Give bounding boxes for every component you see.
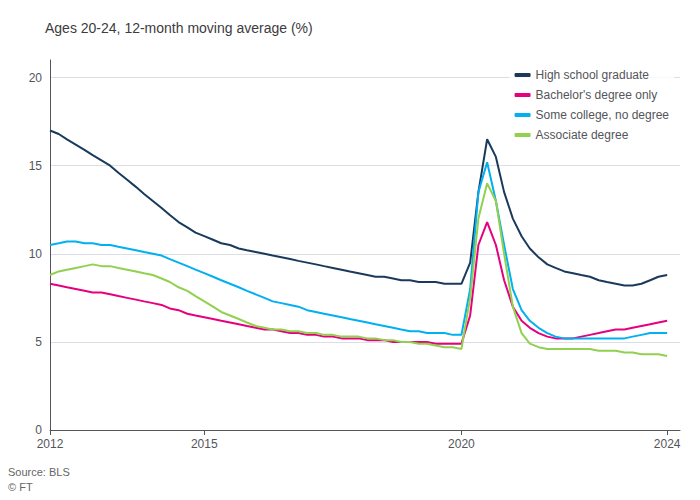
svg-text:Associate degree: Associate degree [536, 128, 629, 142]
svg-text:Source: BLS: Source: BLS [8, 466, 70, 478]
svg-text:5: 5 [35, 335, 42, 349]
svg-text:2012: 2012 [37, 437, 64, 451]
svg-text:0: 0 [35, 423, 42, 437]
svg-text:Some college, no degree: Some college, no degree [536, 108, 670, 122]
svg-text:2015: 2015 [191, 437, 218, 451]
svg-text:20: 20 [29, 71, 43, 85]
svg-text:15: 15 [29, 159, 43, 173]
svg-text:Bachelor's degree only: Bachelor's degree only [536, 88, 658, 102]
svg-text:2020: 2020 [448, 437, 475, 451]
svg-text:© FT: © FT [8, 481, 33, 493]
svg-text:10: 10 [29, 247, 43, 261]
svg-text:2024: 2024 [654, 437, 681, 451]
svg-text:High school graduate: High school graduate [536, 68, 650, 82]
svg-text:Ages 20-24, 12-month moving av: Ages 20-24, 12-month moving average (%) [45, 20, 313, 36]
